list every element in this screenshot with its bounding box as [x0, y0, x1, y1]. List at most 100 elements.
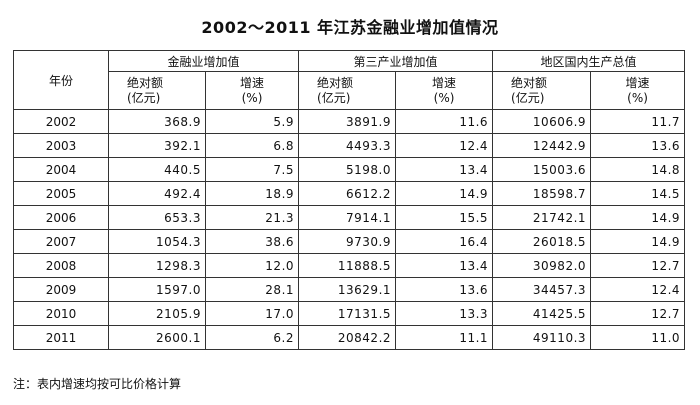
gdp-rate-cell: 14.8: [590, 157, 686, 182]
finance-absolute-cell: 2105.9: [108, 301, 206, 326]
tertiary-rate-cell: 13.6: [395, 277, 494, 302]
group-header-gdp: 地区国内生产总值: [492, 50, 686, 72]
table-row: 2008 1298.3 12.0 11888.5 13.4 30982.0 12.7: [13, 253, 686, 278]
tertiary-rate-cell: 16.4: [395, 229, 494, 254]
subheader-absolute-label: 绝对额: [127, 75, 164, 90]
tertiary-absolute-cell: 17131.5: [298, 301, 397, 326]
subheader-rate-label: 增速: [240, 75, 265, 90]
gdp-absolute-cell: 12442.9: [492, 133, 592, 158]
tertiary-absolute-cell: 9730.9: [298, 229, 397, 254]
table-row: 2002 368.9 5.9 3891.9 11.6 10606.9 11.7: [13, 109, 686, 134]
page-title: 2002～2011 年江苏金融业增加值情况: [201, 18, 499, 37]
tertiary-absolute-cell: 13629.1: [298, 277, 397, 302]
subheader-absolute-finance: 绝对额 (亿元): [108, 71, 206, 110]
gdp-rate-cell: 12.7: [590, 301, 686, 326]
table-row: 2003 392.1 6.8 4493.3 12.4 12442.9 13.6: [13, 133, 686, 158]
subheader-rate-unit: (%): [241, 90, 263, 105]
table-row: 2007 1054.3 38.6 9730.9 16.4 26018.5 14.9: [13, 229, 686, 254]
gdp-rate-cell: 11.7: [590, 109, 686, 134]
subheader-rate-label: 增速: [432, 75, 457, 90]
gdp-rate-cell: 12.7: [590, 253, 686, 278]
gdp-absolute-cell: 30982.0: [492, 253, 592, 278]
finance-absolute-cell: 2600.1: [108, 325, 206, 350]
tertiary-rate-cell: 11.6: [395, 109, 494, 134]
gdp-rate-cell: 14.9: [590, 229, 686, 254]
finance-absolute-cell: 440.5: [108, 157, 206, 182]
year-cell: 2009: [13, 277, 109, 302]
year-column-header: 年份: [13, 50, 109, 110]
year-cell: 2010: [13, 301, 109, 326]
gdp-rate-cell: 13.6: [590, 133, 686, 158]
subheader-rate-unit: (%): [627, 90, 648, 105]
finance-absolute-cell: 1298.3: [108, 253, 206, 278]
tertiary-absolute-cell: 3891.9: [298, 109, 397, 134]
subheader-rate-unit: (%): [433, 90, 455, 105]
subheader-absolute-unit: (亿元): [127, 90, 161, 105]
gdp-absolute-cell: 34457.3: [492, 277, 592, 302]
year-cell: 2002: [13, 109, 109, 134]
gdp-absolute-cell: 18598.7: [492, 181, 592, 206]
year-cell: 2006: [13, 205, 109, 230]
finance-absolute-cell: 653.3: [108, 205, 206, 230]
table-row: 2004 440.5 7.5 5198.0 13.4 15003.6 14.8: [13, 157, 686, 182]
subheader-rate-gdp: 增速 (%): [590, 71, 686, 110]
finance-rate-cell: 21.3: [204, 205, 300, 230]
table-row: 2009 1597.0 28.1 13629.1 13.6 34457.3 12.4: [13, 277, 686, 302]
finance-rate-cell: 6.8: [204, 133, 300, 158]
finance-rate-cell: 28.1: [204, 277, 300, 302]
subheader-rate-tertiary: 增速 (%): [395, 71, 494, 110]
finance-rate-cell: 18.9: [204, 181, 300, 206]
tertiary-absolute-cell: 6612.2: [298, 181, 397, 206]
group-header-tertiary: 第三产业增加值: [298, 50, 494, 72]
finance-rate-cell: 38.6: [204, 229, 300, 254]
finance-absolute-cell: 368.9: [108, 109, 206, 134]
tertiary-absolute-cell: 4493.3: [298, 133, 397, 158]
subheader-row: 绝对额 (亿元) 增速 (%) 绝对额 (亿元) 增速 (%) 绝对额 (亿元) 增速 (%): [14, 71, 686, 110]
footnote: 注：表内增速均按可比价格计算: [13, 377, 182, 391]
tertiary-absolute-cell: 7914.1: [298, 205, 397, 230]
gdp-absolute-cell: 26018.5: [492, 229, 592, 254]
gdp-absolute-cell: 15003.6: [492, 157, 592, 182]
subheader-absolute-gdp: 绝对额 (亿元): [492, 71, 592, 110]
data-table: 年份 金融业增加值 第三产业增加值 地区国内生产总值 绝对额 (亿元) 增速 (%) 绝…: [13, 50, 686, 350]
gdp-absolute-cell: 49110.3: [492, 325, 592, 350]
tertiary-absolute-cell: 20842.2: [298, 325, 397, 350]
gdp-absolute-cell: 21742.1: [492, 205, 592, 230]
table-row: 2006 653.3 21.3 7914.1 15.5 21742.1 14.9: [13, 205, 686, 230]
finance-absolute-cell: 1597.0: [108, 277, 206, 302]
year-cell: 2011: [13, 325, 109, 350]
table-row: 2010 2105.9 17.0 17131.5 13.3 41425.5 12.7: [13, 301, 686, 326]
tertiary-rate-cell: 15.5: [395, 205, 494, 230]
subheader-absolute-unit: (亿元): [317, 90, 351, 105]
tertiary-absolute-cell: 11888.5: [298, 253, 397, 278]
tertiary-rate-cell: 14.9: [395, 181, 494, 206]
gdp-rate-cell: 12.4: [590, 277, 686, 302]
finance-rate-cell: 7.5: [204, 157, 300, 182]
finance-absolute-cell: 392.1: [108, 133, 206, 158]
subheader-absolute-tertiary: 绝对额 (亿元): [298, 71, 397, 110]
finance-rate-cell: 12.0: [204, 253, 300, 278]
tertiary-absolute-cell: 5198.0: [298, 157, 397, 182]
gdp-rate-cell: 11.0: [590, 325, 686, 350]
year-cell: 2004: [13, 157, 109, 182]
finance-absolute-cell: 1054.3: [108, 229, 206, 254]
tertiary-rate-cell: 13.4: [395, 253, 494, 278]
year-cell: 2007: [13, 229, 109, 254]
finance-rate-cell: 17.0: [204, 301, 300, 326]
table-row: 2011 2600.1 6.2 20842.2 11.1 49110.3 11.0: [13, 325, 686, 350]
subheader-absolute-unit: (亿元): [511, 90, 545, 105]
tertiary-rate-cell: 11.1: [395, 325, 494, 350]
gdp-absolute-cell: 10606.9: [492, 109, 592, 134]
year-cell: 2005: [13, 181, 109, 206]
group-header-finance: 金融业增加值: [107, 50, 300, 72]
gdp-rate-cell: 14.5: [590, 181, 686, 206]
subheader-rate-finance: 增速 (%): [204, 71, 300, 110]
table-row: 2005 492.4 18.9 6612.2 14.9 18598.7 14.5: [13, 181, 686, 206]
gdp-rate-cell: 14.9: [590, 205, 686, 230]
subheader-absolute-label: 绝对额: [317, 75, 354, 90]
finance-absolute-cell: 492.4: [108, 181, 206, 206]
finance-rate-cell: 6.2: [204, 325, 300, 350]
finance-rate-cell: 5.9: [204, 109, 300, 134]
table-body: 2002 368.9 5.9 3891.9 11.6 10606.9 11.7 2003 392…: [13, 109, 686, 350]
tertiary-rate-cell: 13.4: [395, 157, 494, 182]
